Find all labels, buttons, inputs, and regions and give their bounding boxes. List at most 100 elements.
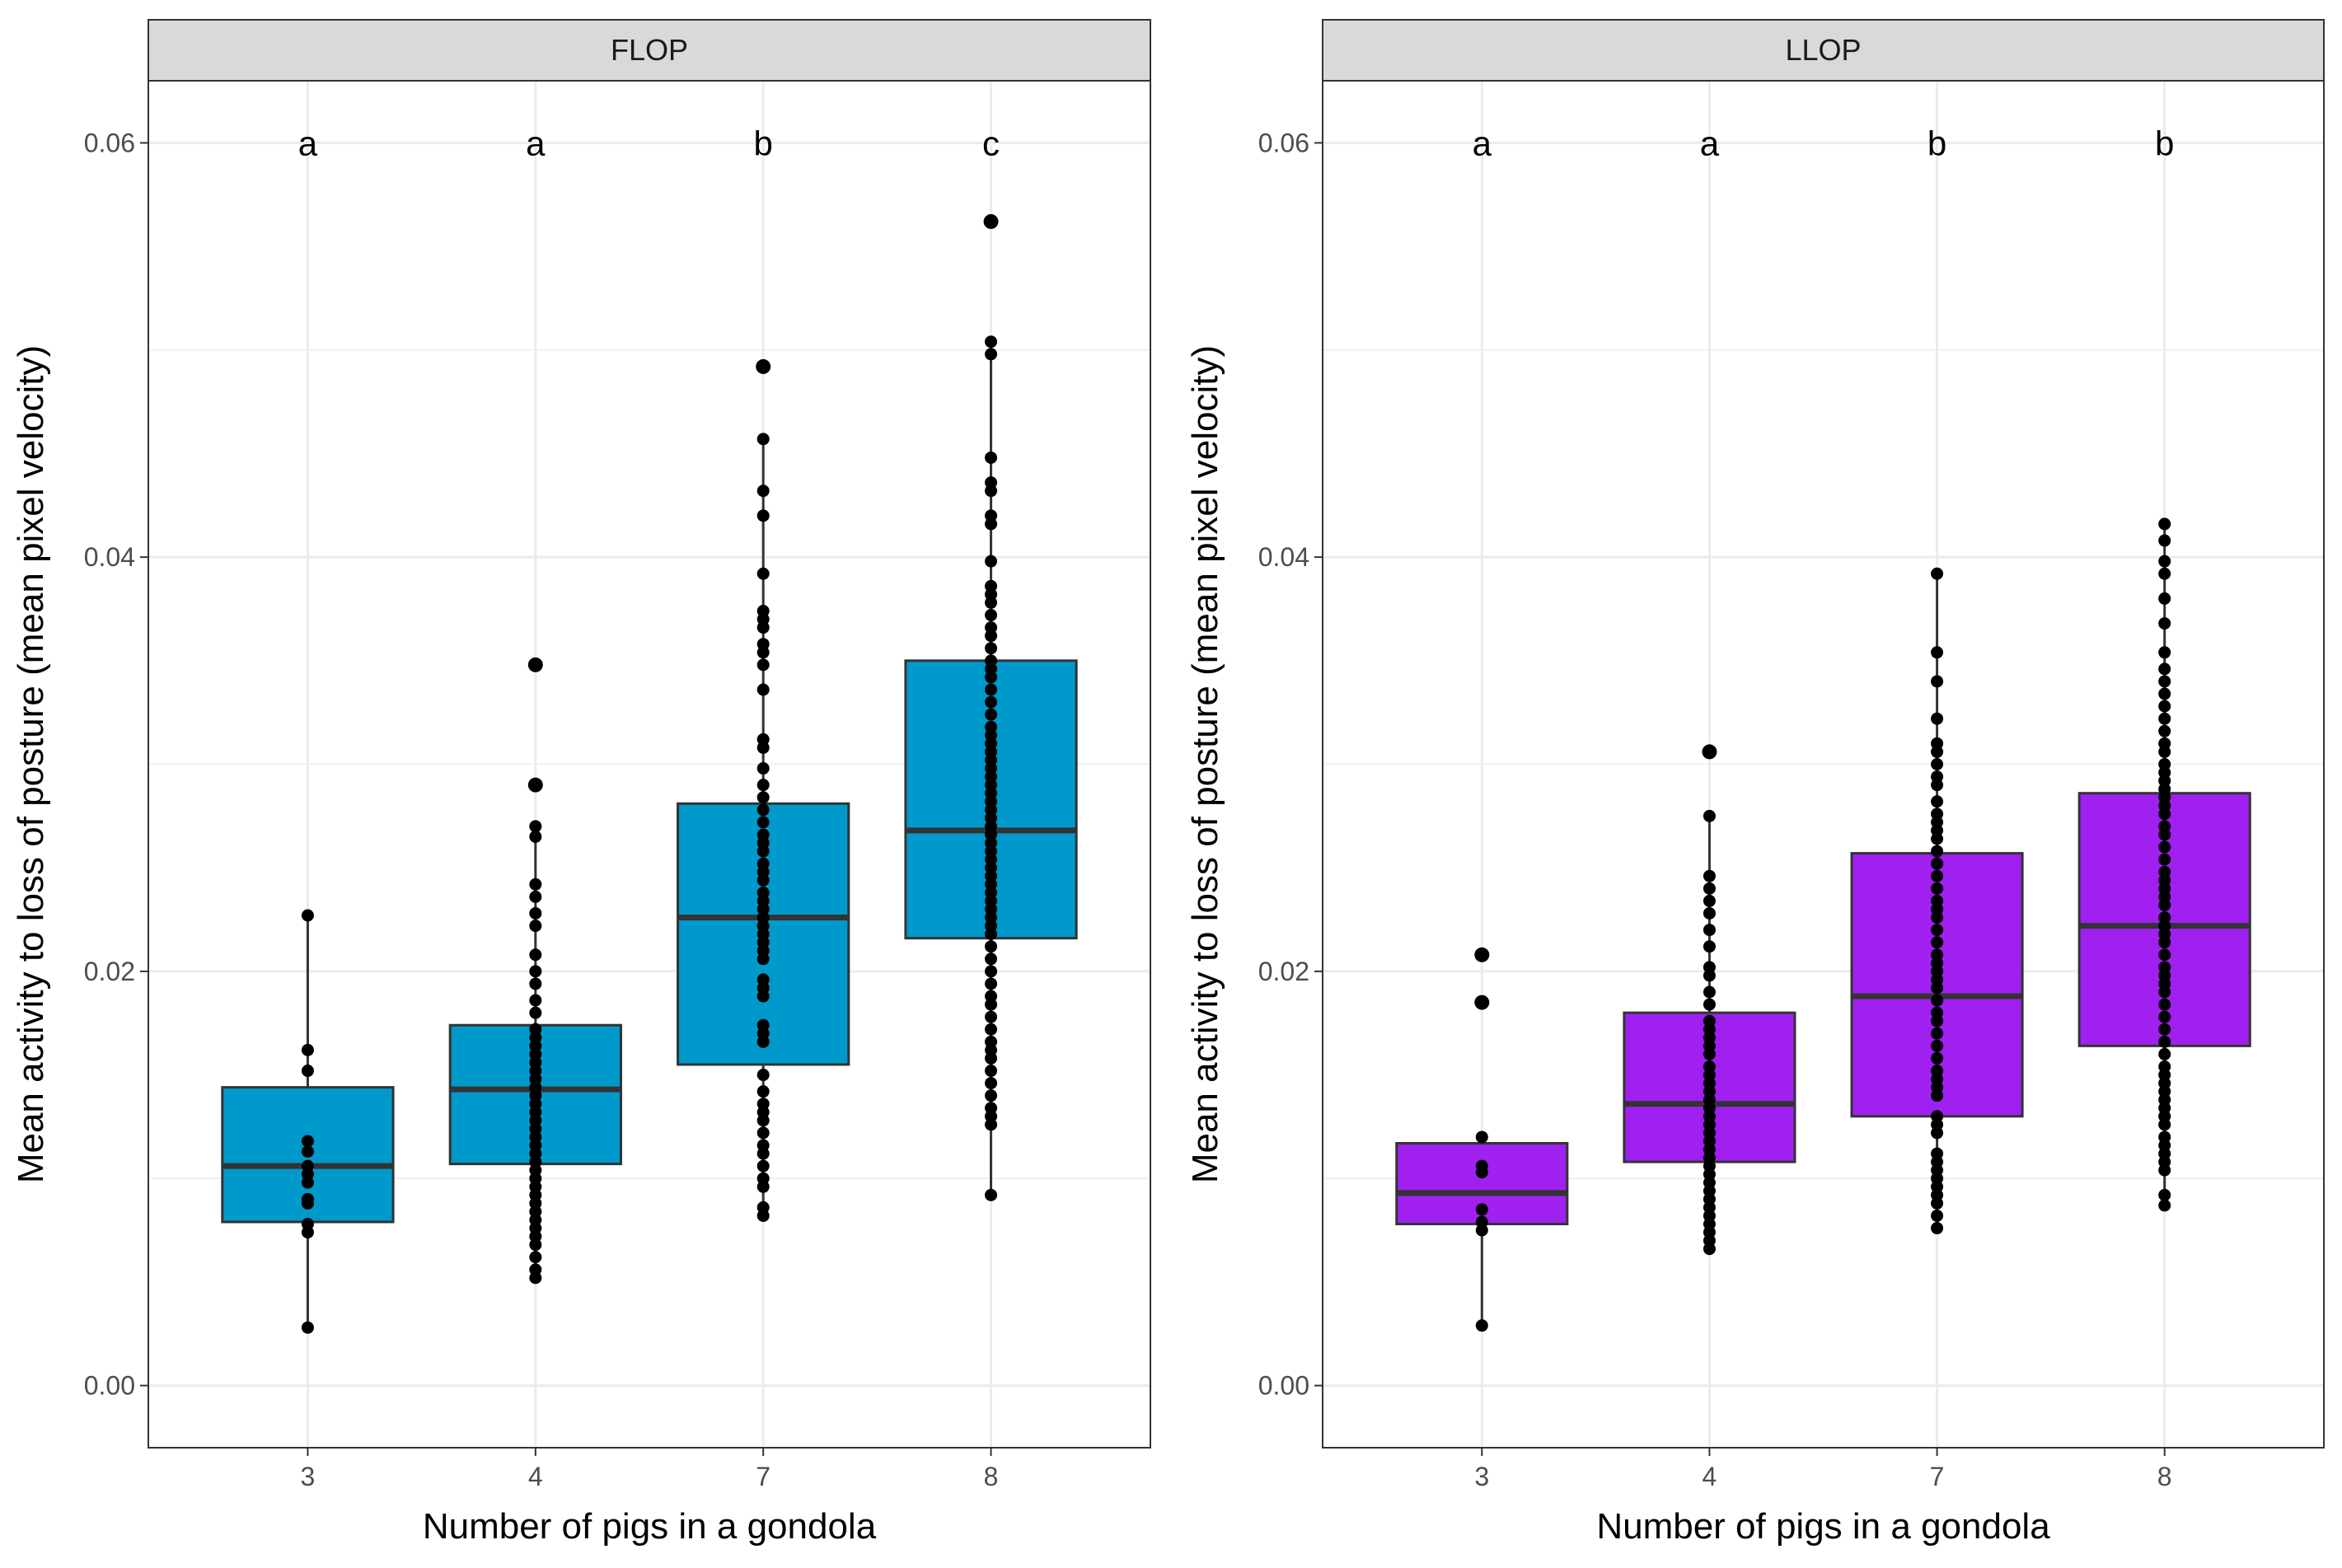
box-group-4 (1623, 744, 1796, 1256)
data-point (985, 683, 998, 696)
data-point (756, 762, 770, 775)
data-point (2158, 1047, 2171, 1060)
data-point (1703, 985, 1716, 999)
data-point (756, 953, 770, 966)
data-point (756, 873, 770, 887)
facet-strip-label: LLOP (1785, 33, 1861, 67)
data-point (1703, 882, 1716, 895)
data-point (529, 820, 542, 833)
x-tick-label: 4 (528, 1462, 543, 1491)
box-group-3 (1395, 947, 1569, 1332)
data-point (2158, 592, 2171, 605)
data-point (1475, 1130, 1488, 1144)
x-tick-label: 7 (756, 1462, 771, 1491)
data-point (756, 1069, 770, 1082)
box-group-7 (1850, 567, 2024, 1235)
data-point (1931, 712, 1944, 725)
data-point (2158, 646, 2171, 659)
data-point (301, 1065, 314, 1078)
data-point (1931, 567, 1944, 580)
x-tick-label: 8 (984, 1462, 999, 1491)
data-point (529, 948, 542, 962)
significance-letter: a (526, 124, 546, 162)
data-point (985, 695, 998, 709)
x-tick-label: 8 (2157, 1462, 2172, 1491)
data-point (985, 484, 998, 498)
significance-letter: c (982, 124, 1000, 162)
outlier-point (527, 657, 543, 672)
data-point (756, 779, 770, 792)
data-point (529, 1271, 542, 1285)
data-point (1703, 924, 1716, 937)
data-point (529, 994, 542, 1007)
significance-letter: b (1927, 124, 1946, 162)
data-point (1931, 1222, 1944, 1235)
data-point (985, 953, 998, 966)
y-tick-label: 0.06 (1258, 128, 1309, 157)
y-tick-label: 0.06 (84, 128, 135, 157)
data-point (756, 683, 770, 696)
data-point (1931, 981, 1944, 995)
data-point (756, 1209, 770, 1222)
data-point (985, 335, 998, 349)
data-point (2158, 675, 2171, 688)
data-point (2158, 712, 2171, 725)
data-point (985, 965, 998, 978)
data-point (1931, 758, 1944, 770)
data-point (1931, 675, 1944, 688)
data-point (985, 517, 998, 531)
data-point (1703, 998, 1716, 1011)
data-point (985, 1089, 998, 1102)
significance-letter: b (2155, 124, 2174, 162)
data-point (2158, 534, 2171, 547)
data-point (301, 1043, 314, 1056)
facet-strip-label: FLOP (611, 33, 688, 67)
data-point (2158, 1188, 2171, 1201)
x-axis-title: Number of pigs in a gondola (1596, 1506, 2050, 1547)
data-point (1703, 869, 1716, 882)
data-point (2158, 1118, 2171, 1131)
y-tick-label: 0.02 (1258, 957, 1309, 986)
data-point (2158, 853, 2171, 866)
y-tick-label: 0.00 (84, 1371, 135, 1401)
outlier-point (527, 777, 543, 793)
panel-llop: LLOP a a b b 0.00 0.02 0.04 0.06 3 4 7 8 Number of pi… (1185, 19, 2325, 1547)
data-point (2158, 1035, 2171, 1048)
data-point (1931, 1089, 1944, 1102)
data-point (1475, 1319, 1488, 1332)
outlier-point (983, 213, 999, 229)
data-point (985, 630, 998, 643)
data-point (301, 1196, 314, 1210)
outlier-point (1474, 947, 1490, 962)
outlier-point (756, 358, 771, 374)
data-point (1931, 832, 1944, 845)
data-point (529, 890, 542, 903)
data-point (756, 816, 770, 829)
box-group-8 (904, 213, 1078, 1201)
data-point (756, 791, 770, 804)
panel-border (148, 80, 1151, 1449)
data-point (985, 1188, 998, 1201)
data-point (1703, 894, 1716, 907)
data-point (2158, 828, 2171, 841)
panel-border (1322, 80, 2325, 1449)
y-tick-label: 0.04 (1258, 542, 1309, 572)
data-point (301, 1176, 314, 1189)
data-point (756, 1180, 770, 1193)
data-point (1931, 779, 1944, 792)
data-point (756, 990, 770, 1003)
facet-strip (148, 19, 1151, 82)
data-point (756, 1159, 770, 1172)
y-axis-title: Mean activity to loss of posture (mean p… (11, 345, 51, 1183)
data-point (756, 621, 770, 634)
data-point (1931, 1051, 1944, 1065)
significance-letter: a (1700, 124, 1720, 162)
box (1395, 1141, 1569, 1226)
data-point (2158, 1023, 2171, 1036)
data-point (985, 1051, 998, 1065)
data-point (985, 998, 998, 1011)
data-point (1703, 906, 1716, 920)
data-point (529, 1251, 542, 1264)
data-point (529, 965, 542, 978)
data-point (1475, 1203, 1488, 1216)
